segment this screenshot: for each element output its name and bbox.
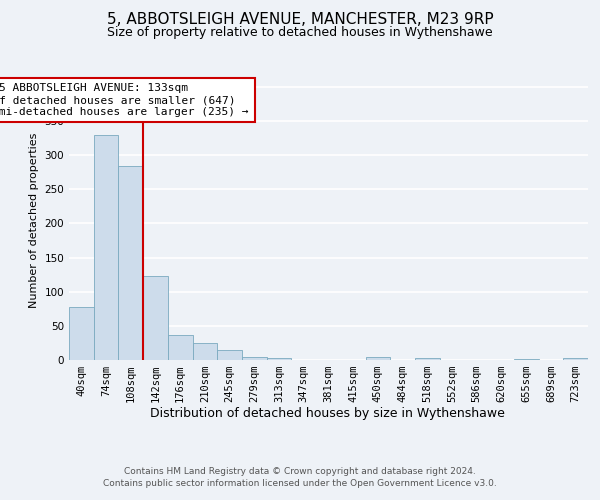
Bar [365, 356, 390, 360]
Text: Size of property relative to detached houses in Wythenshawe: Size of property relative to detached ho… [107, 26, 493, 39]
Y-axis label: Number of detached properties: Number of detached properties [29, 132, 39, 308]
Bar [217, 350, 242, 360]
Bar [514, 358, 539, 360]
Bar [118, 166, 143, 360]
Bar [415, 358, 440, 360]
Text: Contains HM Land Registry data © Crown copyright and database right 2024.
Contai: Contains HM Land Registry data © Crown c… [103, 468, 497, 488]
Text: 5, ABBOTSLEIGH AVENUE, MANCHESTER, M23 9RP: 5, ABBOTSLEIGH AVENUE, MANCHESTER, M23 9… [107, 12, 493, 28]
Bar [168, 334, 193, 360]
Bar [267, 358, 292, 360]
Bar [143, 276, 168, 360]
Bar [94, 134, 118, 360]
Bar [193, 343, 217, 360]
Bar [563, 358, 588, 360]
Text: Distribution of detached houses by size in Wythenshawe: Distribution of detached houses by size … [149, 408, 505, 420]
Text: 5 ABBOTSLEIGH AVENUE: 133sqm
← 73% of detached houses are smaller (647)
27% of s: 5 ABBOTSLEIGH AVENUE: 133sqm ← 73% of de… [0, 84, 249, 116]
Bar [69, 306, 94, 360]
Bar [242, 358, 267, 360]
